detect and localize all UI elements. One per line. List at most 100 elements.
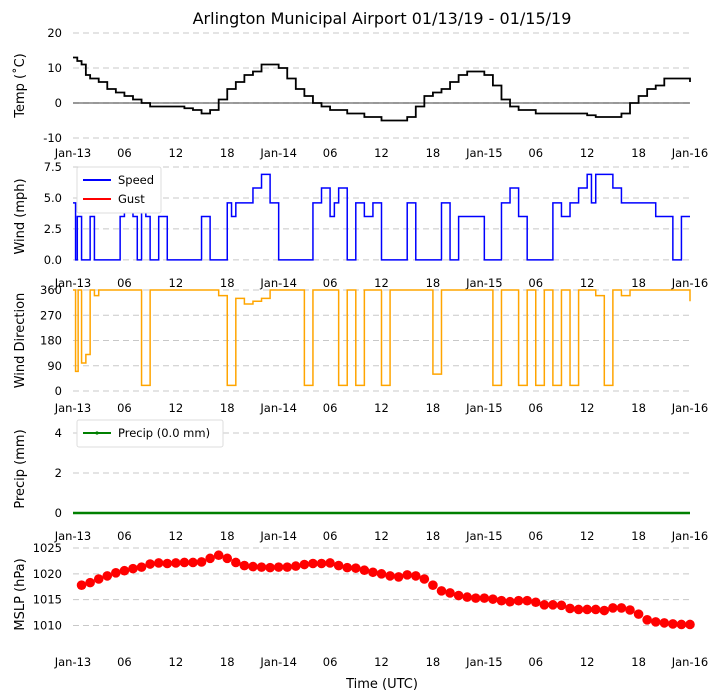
mslp-point (76, 580, 87, 590)
mslp-ylabel: MSLP (hPa) (13, 558, 28, 630)
mslp-point (350, 563, 361, 573)
mslp-ytick-label: 1015 (33, 593, 62, 607)
mslp-point (650, 617, 661, 627)
precip-xtick-label: 06 (323, 529, 338, 543)
mslp-xtick-label: 18 (220, 655, 235, 669)
mslp-point (239, 560, 250, 571)
direction-xtick-label: 12 (169, 401, 184, 415)
direction-ytick-label: 270 (40, 308, 62, 322)
mslp-xtick-label: 18 (631, 655, 646, 669)
mslp-point (222, 553, 233, 564)
mslp-point (428, 580, 438, 590)
mslp-point (539, 600, 550, 610)
mslp-xtick-label: 06 (323, 655, 338, 669)
mslp-point (445, 588, 455, 598)
mslp-point (136, 562, 147, 572)
mslp-point (93, 574, 104, 584)
mslp-point (599, 605, 610, 616)
mslp-xtick-label: 12 (169, 655, 184, 669)
precip-xtick-label: Jan-13 (54, 529, 92, 543)
direction-xtick-label: Jan-13 (54, 401, 92, 415)
direction-ytick-label: 90 (47, 359, 62, 373)
mslp-ytick-label: 1020 (33, 567, 62, 581)
mslp-xtick-label: Jan-13 (54, 655, 92, 669)
precip-xtick-label: 18 (426, 529, 441, 543)
mslp-point (162, 558, 173, 569)
wind-xtick-label: 18 (631, 276, 646, 290)
mslp-point (522, 595, 532, 606)
precip-ytick-label: 2 (55, 466, 62, 480)
mslp-point (642, 615, 652, 625)
mslp-point (282, 562, 293, 572)
wind-ytick-label: 0.0 (44, 253, 62, 267)
panel-temp: -10 0 10 20 Temp (˚C) Jan-13 06 12 18 Jan-14 06 12 1… (12, 26, 708, 160)
precip-ytick-label: 4 (55, 426, 62, 440)
temp-xtick-label: Jan-13 (54, 146, 92, 160)
mslp-point (685, 619, 695, 630)
mslp-point (368, 567, 378, 578)
mslp-point (659, 618, 670, 628)
mslp-point (565, 603, 575, 614)
mslp-point (513, 595, 524, 606)
mslp-xtick-label: 12 (580, 655, 595, 669)
mslp-point (556, 600, 567, 611)
direction-xtick-label: Jan-14 (259, 401, 297, 415)
precip-legend-marker (95, 431, 99, 435)
mslp-point (410, 571, 421, 581)
precip-xtick-label: 12 (169, 529, 184, 543)
mslp-xtick-label: Jan-16 (671, 655, 709, 669)
mslp-point (582, 604, 592, 615)
precip-ylabel: Precip (mm) (13, 429, 28, 508)
precip-xtick-label: Jan-15 (465, 529, 503, 543)
precip-xtick-label: 18 (631, 529, 646, 543)
direction-xtick-label: 06 (323, 401, 338, 415)
direction-xtick-label: Jan-16 (671, 401, 709, 415)
mslp-point (265, 562, 275, 573)
wind-xtick-label: 12 (169, 276, 184, 290)
temp-series-line (73, 56, 691, 122)
wind-legend-box (76, 166, 162, 214)
mslp-point (376, 569, 387, 579)
wind-legend-label: Speed (118, 173, 154, 187)
direction-xtick-label: 06 (528, 401, 543, 415)
temp-xtick-label: Jan-16 (671, 146, 709, 160)
direction-series-line (73, 289, 691, 387)
mslp-point (325, 558, 335, 568)
mslp-point (333, 560, 344, 571)
mslp-point (608, 603, 618, 613)
mslp-point (548, 600, 558, 610)
mslp-point (102, 571, 113, 581)
precip-legend-box (76, 419, 224, 448)
direction-xtick-label: 12 (580, 401, 595, 415)
mslp-xtick-label: Jan-15 (465, 655, 503, 669)
mslp-point (205, 553, 215, 564)
temp-ytick-label: 0 (55, 96, 62, 110)
direction-ytick-label: 0 (55, 384, 62, 398)
mslp-point (119, 565, 130, 576)
mslp-point (128, 563, 138, 574)
mslp-point (436, 586, 447, 596)
mslp-xtick-label: 06 (117, 655, 132, 669)
precip-xtick-label: 18 (220, 529, 235, 543)
mslp-point (153, 558, 164, 568)
direction-ytick-label: 180 (40, 334, 62, 348)
temp-ytick-label: 20 (47, 26, 62, 40)
direction-xtick-label: 06 (117, 401, 132, 415)
precip-legend-label: Precip (0.0 mm) (118, 426, 210, 440)
wind-xtick-label: 18 (220, 276, 235, 290)
wind-xtick-label: 12 (374, 276, 389, 290)
mslp-xtick-label: Jan-14 (259, 655, 297, 669)
mslp-point (616, 603, 627, 613)
wind-xtick-label: Jan-16 (671, 276, 709, 290)
wind-xtick-label: Jan-15 (465, 276, 503, 290)
precip-xtick-label: Jan-16 (671, 529, 709, 543)
precip-ytick-label: 0 (55, 506, 62, 520)
wind-legend-label: Gust (118, 192, 145, 206)
temp-xtick-label: 18 (220, 146, 235, 160)
mslp-point (470, 593, 481, 603)
mslp-point (171, 558, 181, 568)
wind-xtick-label: 06 (117, 276, 132, 290)
temp-ytick-label: 10 (47, 61, 62, 75)
mslp-point (385, 571, 395, 581)
